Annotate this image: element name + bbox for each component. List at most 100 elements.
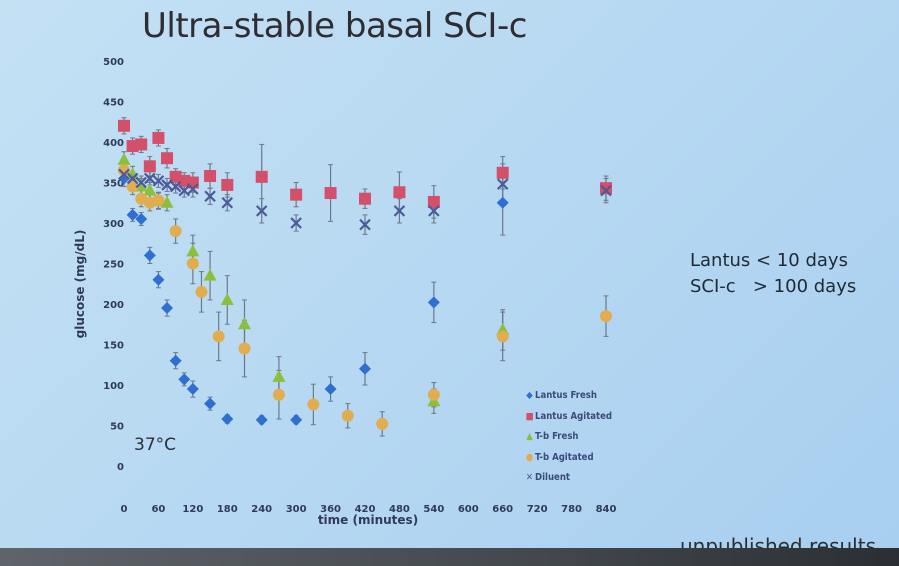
point-diluent bbox=[169, 180, 182, 193]
x-tick-label: 420 bbox=[355, 504, 376, 515]
x-tick-label: 480 bbox=[389, 504, 410, 515]
point-lantus-agitated bbox=[496, 166, 509, 179]
point-lantus-fresh bbox=[221, 413, 234, 426]
point-lantus-agitated bbox=[600, 182, 612, 195]
point-lantus-agitated bbox=[427, 195, 440, 208]
point-t-b-fresh bbox=[272, 369, 286, 382]
point-lantus-fresh bbox=[178, 373, 191, 386]
side-notes: Lantus < 10 days SCI-c > 100 days bbox=[690, 248, 856, 300]
point-t-b-agitated bbox=[600, 310, 612, 323]
legend-entry: ■Lantus Agitated bbox=[524, 407, 612, 428]
point-diluent bbox=[152, 175, 165, 187]
point-diluent bbox=[126, 172, 139, 185]
point-diluent bbox=[221, 196, 234, 209]
point-t-b-agitated bbox=[272, 388, 285, 401]
point-diluent bbox=[144, 172, 156, 185]
point-t-b-agitated bbox=[186, 257, 199, 270]
point-lantus-agitated bbox=[152, 131, 165, 144]
x-tick-label: 540 bbox=[423, 504, 444, 515]
x-tick-label: 780 bbox=[561, 504, 582, 515]
point-lantus-fresh bbox=[255, 413, 268, 426]
footnote: unpublished results bbox=[680, 534, 876, 548]
y-tick-labels: 0 50 100 150 200 250 300 350 400 450 500 bbox=[103, 57, 124, 473]
point-lantus-fresh bbox=[161, 302, 174, 315]
point-diluent bbox=[255, 205, 268, 217]
legend-entry: ◆ Lantus Fresh bbox=[524, 386, 612, 407]
y-tick-label: 500 bbox=[103, 57, 124, 68]
point-lantus-agitated bbox=[143, 160, 156, 173]
y-tick-label: 300 bbox=[103, 219, 124, 230]
point-lantus-fresh bbox=[204, 397, 217, 410]
point-lantus-fresh bbox=[126, 208, 139, 221]
point-diluent bbox=[135, 176, 147, 189]
point-t-b-agitated bbox=[169, 225, 182, 238]
legend-entry: ▲ T-b Fresh bbox=[524, 427, 612, 448]
legend-label: Lantus Fresh bbox=[535, 390, 597, 401]
point-diluent bbox=[178, 184, 191, 197]
chart: 0 50 100 150 200 250 300 350 400 450 500 0 60 120 180… bbox=[73, 57, 617, 527]
point-t-b-agitated bbox=[126, 180, 139, 193]
y-tick-label: 100 bbox=[103, 381, 124, 392]
point-diluent bbox=[187, 183, 199, 195]
legend-label: Diluent bbox=[535, 472, 571, 483]
point-lantus-fresh bbox=[135, 212, 148, 225]
slide-title: Ultra-stable basal SCI-c bbox=[142, 6, 527, 46]
chart-marks bbox=[117, 119, 612, 430]
legend-label: T-b Agitated bbox=[535, 451, 594, 463]
point-diluent bbox=[393, 205, 406, 217]
y-tick-label: 400 bbox=[103, 138, 124, 149]
legend-marker-icon: ✕ bbox=[525, 472, 534, 483]
point-t-b-agitated bbox=[427, 388, 440, 401]
point-t-b-fresh bbox=[238, 317, 251, 330]
legend-entry: ✕ Diluent bbox=[524, 468, 612, 489]
x-axis-label: time (minutes) bbox=[318, 513, 418, 527]
chart-legend: ◆ Lantus Fresh ■Lantus Agitated ▲ T-b Fresh ●… bbox=[524, 386, 612, 489]
point-lantus-fresh bbox=[496, 196, 509, 209]
point-t-b-agitated bbox=[118, 164, 130, 177]
point-t-b-agitated bbox=[212, 330, 225, 343]
x-tick-label: 720 bbox=[527, 504, 548, 515]
point-t-b-fresh bbox=[220, 292, 234, 305]
x-tick-label: 60 bbox=[151, 504, 165, 515]
point-t-b-agitated bbox=[341, 409, 354, 422]
point-diluent bbox=[290, 217, 302, 229]
point-diluent bbox=[161, 179, 173, 191]
x-tick-label: 840 bbox=[596, 504, 617, 515]
x-tick-label: 240 bbox=[251, 504, 272, 515]
point-lantus-fresh bbox=[169, 354, 182, 367]
point-lantus-fresh bbox=[152, 273, 165, 286]
side-note-sci-c: SCI-c > 100 days bbox=[690, 276, 857, 297]
slide: Ultra-stable basal SCI-c 0 50 100 150 200 250… bbox=[0, 0, 899, 548]
y-tick-label: 150 bbox=[103, 341, 124, 352]
point-lantus-fresh bbox=[359, 362, 371, 375]
point-lantus-fresh bbox=[290, 413, 303, 426]
point-diluent bbox=[428, 205, 440, 217]
point-t-b-fresh bbox=[117, 152, 131, 165]
point-diluent bbox=[204, 190, 216, 203]
x-tick-label: 600 bbox=[458, 504, 479, 515]
point-lantus-agitated bbox=[290, 188, 303, 201]
point-lantus-agitated bbox=[118, 119, 130, 132]
point-diluent bbox=[118, 168, 130, 181]
x-tick-labels: 0 60 120 180 240 300 360 420 480 540 600 660 720 780 8… bbox=[121, 504, 617, 515]
point-t-b-agitated bbox=[152, 194, 165, 207]
y-tick-label: 50 bbox=[110, 422, 124, 433]
point-t-b-agitated bbox=[496, 330, 509, 343]
point-lantus-agitated bbox=[221, 178, 234, 191]
legend-marker-icon: ▲ bbox=[526, 431, 533, 442]
y-tick-label: 200 bbox=[103, 300, 124, 311]
point-t-b-fresh bbox=[143, 183, 157, 196]
point-lantus-fresh bbox=[186, 383, 199, 396]
point-lantus-fresh bbox=[324, 383, 337, 396]
x-tick-label: 360 bbox=[320, 504, 341, 515]
y-tick-label: 350 bbox=[103, 179, 124, 190]
x-tick-label: 180 bbox=[217, 504, 238, 515]
point-t-b-fresh bbox=[203, 268, 217, 281]
point-lantus-agitated bbox=[255, 170, 268, 183]
temperature-label: 37°C bbox=[134, 435, 177, 455]
point-t-b-fresh bbox=[186, 244, 200, 257]
point-lantus-fresh bbox=[143, 249, 156, 262]
x-tick-label: 660 bbox=[492, 504, 513, 515]
point-lantus-agitated bbox=[393, 186, 406, 199]
point-lantus-fresh bbox=[427, 296, 440, 309]
